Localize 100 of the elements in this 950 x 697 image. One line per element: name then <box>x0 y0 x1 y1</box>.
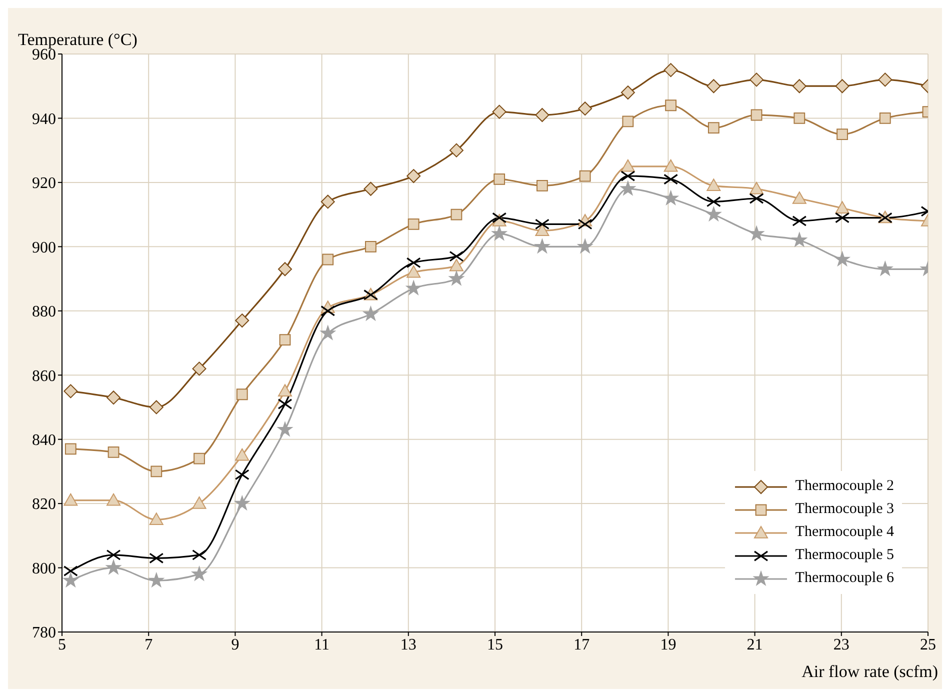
legend-label: Thermocouple 4 <box>795 524 894 541</box>
x-tick-label: 9 <box>231 636 240 654</box>
legend-label: Thermocouple 5 <box>795 547 894 564</box>
point <box>322 254 334 266</box>
point <box>664 63 678 78</box>
point <box>106 390 121 405</box>
point <box>106 560 122 574</box>
point <box>708 122 720 134</box>
point <box>536 180 548 192</box>
point <box>192 496 206 509</box>
point <box>64 384 78 398</box>
point <box>408 218 420 230</box>
point <box>106 493 121 506</box>
x-tick-label: 19 <box>660 636 676 654</box>
point <box>234 496 250 510</box>
legend-label: Thermocouple 3 <box>795 501 894 518</box>
point <box>620 180 636 196</box>
point <box>149 552 164 564</box>
point <box>278 384 292 397</box>
point <box>192 566 207 581</box>
point <box>149 512 164 525</box>
point <box>235 314 250 328</box>
point <box>364 182 378 196</box>
legend-label: Thermocouple 6 <box>795 570 894 587</box>
point <box>235 448 250 461</box>
point <box>664 174 678 185</box>
point <box>620 159 635 172</box>
x-tick-label: 7 <box>144 636 153 654</box>
x-tick-label: 25 <box>920 636 936 654</box>
point <box>406 265 421 278</box>
point <box>192 550 207 560</box>
point <box>450 208 462 220</box>
point <box>320 325 336 340</box>
x-axis-title: Air flow rate (scfm) <box>802 662 938 682</box>
x-tick-label: 21 <box>746 636 763 654</box>
point <box>879 112 891 124</box>
point <box>148 572 164 588</box>
y-tick-label: 860 <box>32 368 56 385</box>
point <box>277 422 293 436</box>
point <box>449 250 464 262</box>
point <box>792 216 807 226</box>
point <box>578 218 592 230</box>
point <box>706 206 722 222</box>
point <box>835 201 850 214</box>
y-tick-label: 900 <box>32 239 56 256</box>
point <box>749 193 764 204</box>
x-tick-label: 11 <box>314 636 330 654</box>
point <box>150 466 162 478</box>
y-tick-label: 820 <box>32 496 56 514</box>
point <box>320 194 335 209</box>
x-tick-label: 15 <box>487 636 503 654</box>
point <box>706 196 721 208</box>
point <box>192 362 206 376</box>
y-tick-label: 780 <box>32 624 56 642</box>
point <box>363 306 378 321</box>
point <box>406 169 421 184</box>
point <box>792 79 806 94</box>
point <box>535 108 550 122</box>
point <box>535 224 550 236</box>
point <box>750 182 764 194</box>
point <box>706 178 721 192</box>
y-axis-title: Temperature (°C) <box>18 30 138 49</box>
point <box>406 257 421 268</box>
point <box>365 240 376 252</box>
point <box>64 493 78 506</box>
point <box>236 388 248 400</box>
point <box>663 190 678 205</box>
point <box>794 112 806 124</box>
point <box>750 109 762 121</box>
point <box>835 79 850 94</box>
point <box>534 238 550 254</box>
point <box>664 159 678 172</box>
point <box>494 174 506 185</box>
point <box>108 446 120 458</box>
point <box>578 102 592 116</box>
point <box>534 218 550 230</box>
point <box>579 170 591 182</box>
point <box>278 262 292 276</box>
y-tick-label: 920 <box>32 175 56 192</box>
point <box>834 212 850 224</box>
point <box>749 226 764 240</box>
point <box>194 452 205 464</box>
point <box>406 280 422 295</box>
legend-label: Thermocouple 2 <box>795 478 894 495</box>
point <box>63 572 78 588</box>
point <box>836 128 848 140</box>
point <box>149 400 164 414</box>
x-tick-label: 17 <box>574 636 590 654</box>
point <box>750 72 764 87</box>
point <box>234 469 250 480</box>
point <box>622 116 634 128</box>
point <box>64 443 76 455</box>
point <box>492 212 507 224</box>
point <box>279 334 291 346</box>
point <box>492 226 507 240</box>
point <box>278 398 292 410</box>
point <box>320 306 336 316</box>
point <box>878 72 892 87</box>
x-tick-label: 23 <box>833 636 850 654</box>
y-tick-label: 940 <box>32 110 56 128</box>
